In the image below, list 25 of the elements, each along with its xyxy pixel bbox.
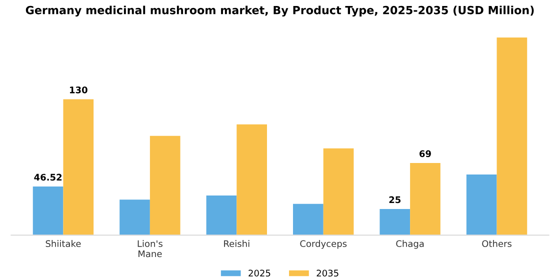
x-tick-label: Shiitake xyxy=(46,240,81,248)
data-label: 46.52 xyxy=(34,174,62,181)
chart-title: Germany medicinal mushroom market, By Product Type, 2025-2035 (USD Million) xyxy=(26,6,534,17)
bar xyxy=(236,124,267,236)
x-tick-label: Lion's Mane xyxy=(138,240,162,258)
x-tick-label: Cordyceps xyxy=(300,240,347,249)
bar xyxy=(466,174,497,236)
data-label: 25 xyxy=(389,196,401,204)
data-label: 69 xyxy=(420,150,431,158)
bar xyxy=(150,136,180,236)
bar xyxy=(380,209,410,236)
bar xyxy=(293,204,324,236)
x-tick-label: Chaga xyxy=(396,240,424,249)
bar xyxy=(323,148,354,236)
x-tick-label: Others xyxy=(482,240,512,248)
data-label: 130 xyxy=(70,86,88,94)
bar xyxy=(496,38,528,236)
bar xyxy=(32,186,64,236)
bar xyxy=(63,99,94,236)
bar xyxy=(120,200,150,236)
legend-label: 2025 xyxy=(248,270,270,277)
bar xyxy=(410,163,440,236)
bar xyxy=(206,195,237,236)
x-tick-label: Reishi xyxy=(224,240,250,248)
legend-label: 2035 xyxy=(316,270,338,277)
